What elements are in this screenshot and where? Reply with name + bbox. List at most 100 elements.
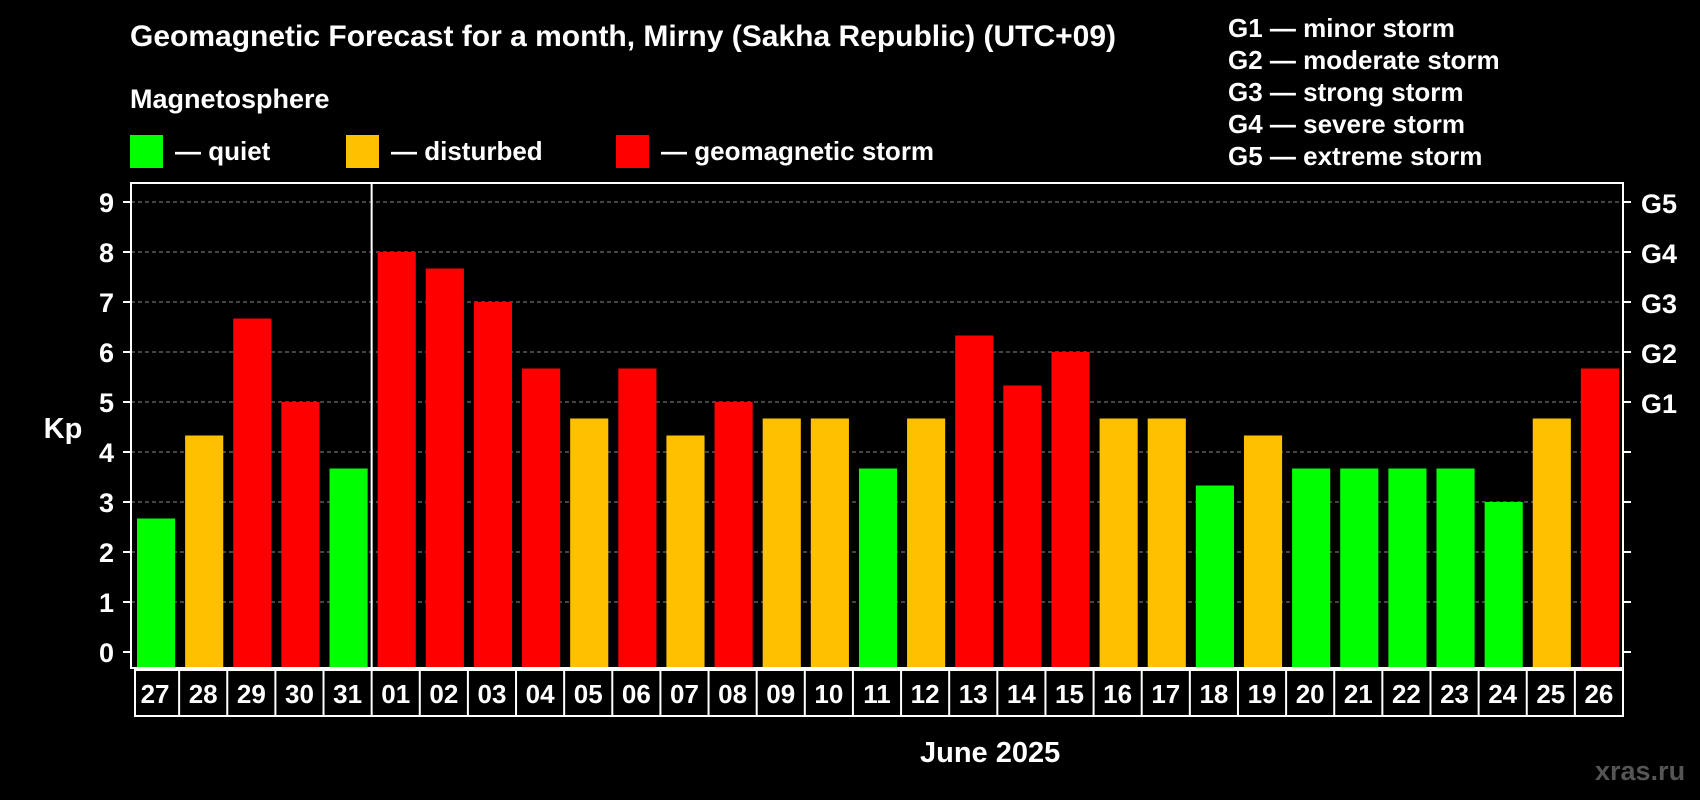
storm-level-label-g4: G4 <box>1641 239 1677 269</box>
legend-swatch-quiet <box>130 134 163 168</box>
legend-swatch-storm <box>616 134 649 168</box>
x-tick-label-25: 25 <box>1536 679 1565 709</box>
bar-29 <box>233 318 272 668</box>
x-tick-label-07: 07 <box>670 679 699 709</box>
bar-23 <box>1436 468 1475 668</box>
bar-01 <box>377 252 416 668</box>
x-tick-label-01: 01 <box>381 679 410 709</box>
bar-08 <box>714 402 753 668</box>
x-tick-label-12: 12 <box>911 679 940 709</box>
legend-item-disturbed: — disturbed <box>346 134 543 168</box>
legend-heading: Magnetosphere <box>130 84 330 114</box>
storm-scale-legend: G1 — minor storm G2 — moderate storm G3 … <box>1228 12 1500 172</box>
storm-scale-g5: G5 — extreme storm <box>1228 141 1483 171</box>
x-tick-label-15: 15 <box>1055 679 1084 709</box>
chart-title: Geomagnetic Forecast for a month, Mirny … <box>130 20 1117 53</box>
bar-09 <box>762 418 801 668</box>
x-tick-label-14: 14 <box>1007 679 1036 709</box>
y-tick-label: 0 <box>99 638 114 668</box>
bar-14 <box>1003 385 1042 668</box>
y-tick-label: 7 <box>99 288 114 318</box>
x-tick-label-24: 24 <box>1488 679 1517 709</box>
bar-12 <box>907 418 946 668</box>
bar-28 <box>185 435 224 668</box>
y-tick-label: 8 <box>99 238 114 268</box>
x-tick-label-09: 09 <box>766 679 795 709</box>
x-tick-label-21: 21 <box>1344 679 1373 709</box>
legend-swatch-disturbed <box>346 134 379 168</box>
legend-item-quiet: — quiet <box>130 134 270 168</box>
x-tick-label-27: 27 <box>141 679 170 709</box>
storm-level-label-g2: G2 <box>1641 339 1677 369</box>
bar-19 <box>1243 435 1283 668</box>
bar-18 <box>1195 485 1234 668</box>
storm-level-label-g1: G1 <box>1641 389 1677 419</box>
bar-20 <box>1292 468 1331 668</box>
x-tick-label-02: 02 <box>429 679 458 709</box>
y-tick-label: 6 <box>99 338 114 368</box>
x-tick-label-08: 08 <box>718 679 747 709</box>
storm-scale-g4: G4 — severe storm <box>1228 109 1466 139</box>
y-tick-label: 4 <box>99 438 114 468</box>
x-tick-label-18: 18 <box>1199 679 1228 709</box>
legend-label-storm: — geomagnetic storm <box>661 135 935 166</box>
bar-04 <box>522 368 561 668</box>
bar-11 <box>858 468 898 668</box>
storm-level-label-g3: G3 <box>1641 289 1677 319</box>
bar-10 <box>810 418 849 668</box>
bar-13 <box>955 335 994 668</box>
storm-scale-g2: G2 — moderate storm <box>1228 45 1500 75</box>
bar-22 <box>1388 468 1427 668</box>
legend-item-storm: — geomagnetic storm <box>616 134 934 168</box>
x-tick-label-16: 16 <box>1103 679 1132 709</box>
bar-03 <box>473 302 513 668</box>
x-tick-label-23: 23 <box>1440 679 1469 709</box>
x-axis-month-label: June 2025 <box>920 737 1061 769</box>
date-label-box <box>134 669 1624 717</box>
bar-15 <box>1051 352 1090 668</box>
bar-26 <box>1580 368 1619 668</box>
x-tick-label-13: 13 <box>959 679 988 709</box>
storm-scale-g1: G1 — minor storm <box>1228 13 1455 43</box>
bar-21 <box>1340 468 1379 668</box>
x-tick-label-05: 05 <box>574 679 603 709</box>
x-tick-label-11: 11 <box>863 679 891 709</box>
x-tick-label-22: 22 <box>1392 679 1421 709</box>
x-tick-label-29: 29 <box>237 679 266 709</box>
x-tick-label-28: 28 <box>189 679 218 709</box>
x-tick-label-19: 19 <box>1248 679 1277 709</box>
x-tick-label-31: 31 <box>333 679 362 709</box>
y-tick-label: 2 <box>99 538 114 568</box>
x-tick-label-06: 06 <box>622 679 651 709</box>
y-tick-label: 1 <box>99 588 114 618</box>
x-tick-label-20: 20 <box>1296 679 1325 709</box>
bar-06 <box>618 368 657 668</box>
storm-level-label-g5: G5 <box>1641 189 1677 219</box>
bar-16 <box>1099 418 1138 668</box>
y-tick-label: 3 <box>99 488 114 518</box>
x-tick-label-04: 04 <box>526 679 555 709</box>
watermark: xras.ru <box>1595 756 1686 786</box>
bar-25 <box>1532 418 1571 668</box>
bar-30 <box>281 402 320 668</box>
x-tick-label-03: 03 <box>478 679 507 709</box>
bar-02 <box>425 268 464 668</box>
legend-label-disturbed: — disturbed <box>391 135 543 166</box>
y-tick-label: 9 <box>99 188 114 218</box>
y-tick-label: 5 <box>99 388 114 418</box>
x-tick-label-17: 17 <box>1151 679 1180 709</box>
x-tick-label-30: 30 <box>285 679 314 709</box>
bar-05 <box>570 418 609 668</box>
bar-27 <box>137 518 176 668</box>
bar-07 <box>666 435 705 668</box>
x-tick-label-10: 10 <box>814 679 843 709</box>
plot-frame <box>130 182 1624 669</box>
y-axis-title: Kp <box>44 413 83 445</box>
bar-24 <box>1484 502 1523 668</box>
legend-label-quiet: — quiet <box>175 135 271 166</box>
storm-scale-g3: G3 — strong storm <box>1228 77 1464 107</box>
bar-17 <box>1147 418 1186 668</box>
x-tick-label-26: 26 <box>1584 679 1613 709</box>
bar-31 <box>329 468 368 668</box>
